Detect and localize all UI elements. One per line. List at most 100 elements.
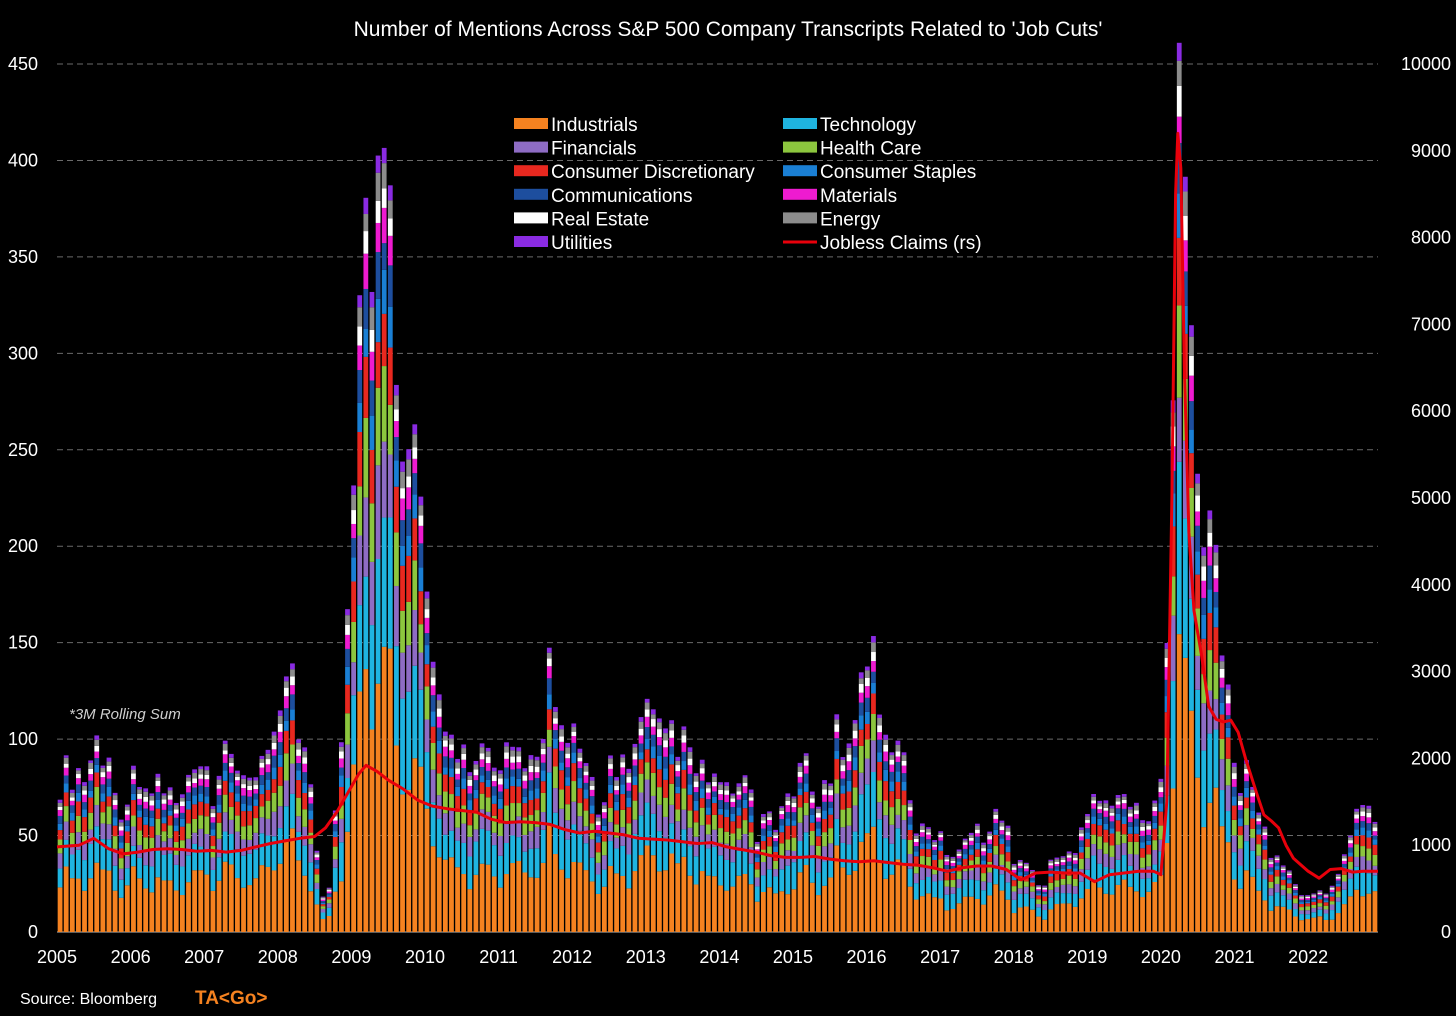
bar-segment: [760, 820, 766, 824]
bar-segment: [179, 797, 185, 802]
bar-segment: [1182, 215, 1188, 241]
jobless-claims-line: [56, 131, 1378, 884]
bar-segment: [693, 822, 699, 837]
left-tick-label: 150: [8, 633, 38, 653]
bar-segment: [1109, 845, 1115, 857]
bar-segment: [657, 755, 662, 770]
bar-segment: [871, 661, 876, 672]
bar-segment: [1213, 787, 1219, 932]
bar-segment: [919, 856, 925, 868]
bar-segment: [1354, 856, 1359, 867]
bar-segment: [510, 756, 516, 763]
bar-segment: [975, 825, 980, 830]
bar: [1023, 862, 1029, 932]
bar-segment: [993, 846, 999, 855]
bar-segment: [565, 742, 571, 748]
bar-segment: [1323, 896, 1329, 899]
bar-segment: [1360, 856, 1366, 873]
bar-segment: [418, 505, 424, 516]
bar-segment: [473, 811, 479, 830]
bar-segment: [296, 780, 301, 798]
bar-segment: [198, 778, 204, 786]
bar-segment: [1103, 807, 1109, 811]
bar-segment: [1152, 840, 1158, 851]
bar-segment: [871, 652, 876, 662]
bar-segment: [608, 822, 613, 842]
bar-segment: [76, 815, 81, 833]
bar-segment: [516, 768, 522, 779]
bar-segment: [1030, 909, 1035, 932]
bar-segment: [179, 895, 185, 932]
bar-segment: [430, 667, 436, 678]
bar-segment: [473, 764, 479, 770]
bar-segment: [461, 767, 467, 779]
bar-segment: [803, 783, 809, 792]
bar-segment: [1042, 891, 1048, 894]
bar-segment: [259, 794, 265, 807]
bar-segment: [1054, 866, 1060, 870]
bar-segment: [730, 862, 736, 887]
bar-segment: [1066, 861, 1072, 866]
bar-segment: [1091, 834, 1097, 845]
bar-segment: [430, 802, 436, 847]
bar-segment: [394, 460, 399, 487]
bar-segment: [803, 791, 809, 803]
bar-segment: [540, 770, 546, 782]
bar-segment: [485, 763, 491, 771]
bar-segment: [1121, 816, 1127, 825]
bar-segment: [589, 857, 595, 882]
bar: [803, 753, 809, 932]
bar-segment: [1299, 898, 1304, 901]
bar-segment: [559, 827, 564, 870]
bar-segment: [131, 826, 136, 846]
bar: [1311, 893, 1317, 932]
bar-segment: [626, 797, 632, 808]
bar-segment: [210, 829, 216, 836]
bar-segment: [283, 720, 289, 731]
bar-segment: [1017, 865, 1023, 869]
bar-segment: [143, 816, 149, 825]
bar-segment: [1127, 809, 1133, 814]
bar-segment: [63, 775, 69, 784]
bar-segment: [687, 784, 693, 795]
bar-segment: [534, 772, 540, 778]
bar-segment: [1091, 855, 1097, 880]
bar-segment: [1335, 901, 1341, 914]
bar-segment: [1085, 846, 1090, 859]
bar-segment: [57, 887, 63, 932]
bar-segment: [88, 768, 94, 775]
bar-segment: [1366, 823, 1372, 831]
bar-segment: [1201, 638, 1207, 675]
bar-segment: [736, 799, 742, 808]
bar-segment: [1005, 835, 1011, 841]
bar-segment: [400, 652, 405, 699]
bar-segment: [375, 683, 381, 932]
bar-segment: [1109, 805, 1115, 809]
bar-segment: [400, 488, 405, 499]
bar-segment: [650, 714, 656, 720]
right-tick-label: 2000: [1411, 748, 1451, 768]
bar-segment: [1256, 890, 1262, 932]
bar: [987, 831, 993, 932]
bar-segment: [889, 781, 895, 792]
bar-segment: [1023, 877, 1029, 882]
bar-segment: [1231, 835, 1237, 853]
bar-segment: [491, 781, 497, 787]
bar-segment: [412, 560, 418, 611]
x-tick-label: 2010: [405, 947, 445, 967]
bar-segment: [730, 886, 736, 932]
bar-segment: [1036, 895, 1041, 900]
bar-segment: [1317, 893, 1323, 896]
bar: [565, 742, 571, 932]
bar-segment: [516, 762, 522, 769]
bar: [1054, 857, 1060, 932]
bar-segment: [742, 777, 748, 783]
bar-segment: [669, 783, 675, 805]
bar-segment: [926, 827, 931, 829]
bar-segment: [192, 818, 197, 833]
bar-segment: [993, 811, 999, 815]
bar-segment: [852, 757, 858, 771]
bar-segment: [271, 742, 277, 750]
bar-segment: [809, 808, 815, 815]
bar-segment: [877, 714, 882, 718]
